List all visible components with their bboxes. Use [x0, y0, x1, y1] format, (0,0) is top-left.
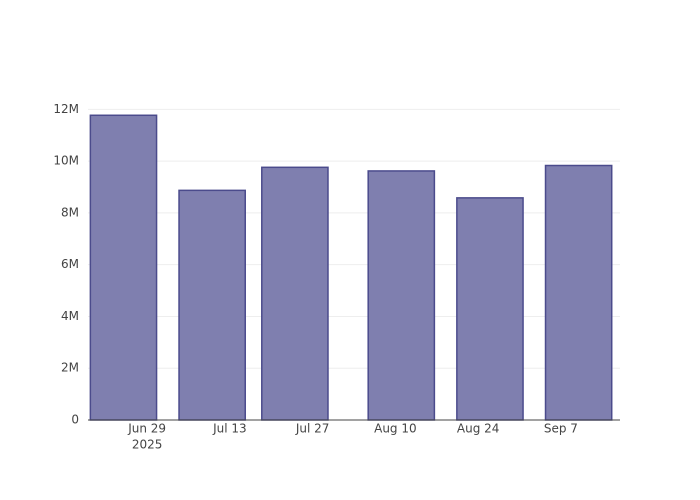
bar	[544, 164, 613, 421]
bar	[261, 166, 329, 421]
x-tick-label: Jun 29	[127, 422, 166, 436]
y-tick-label: 6M	[61, 257, 79, 271]
y-tick-label: 0	[71, 413, 79, 427]
y-tick-label: 12M	[53, 102, 79, 116]
y-tick-label: 4M	[61, 309, 79, 323]
bar	[89, 114, 158, 421]
bar	[456, 197, 524, 421]
bar	[178, 189, 246, 421]
x-tick-label: Aug 10	[374, 422, 417, 436]
y-tick-label: 2M	[61, 361, 79, 375]
y-tick-label: 10M	[53, 154, 79, 168]
x-tick-label: Sep 7	[544, 422, 578, 436]
x-tick-year: 2025	[132, 438, 163, 452]
y-tick-label: 8M	[61, 205, 79, 219]
bar	[367, 170, 436, 421]
x-tick-label: Jul 27	[295, 422, 330, 436]
x-tick-label: Jul 13	[212, 422, 247, 436]
x-tick-label: Aug 24	[457, 422, 500, 436]
